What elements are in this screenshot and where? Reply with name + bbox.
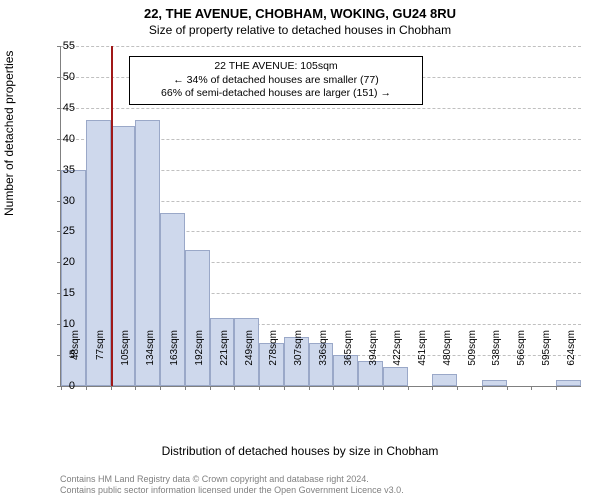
ytick-label: 50 bbox=[45, 71, 75, 83]
chart-title: 22, THE AVENUE, CHOBHAM, WOKING, GU24 8R… bbox=[0, 0, 600, 21]
xtick-mark bbox=[482, 386, 483, 390]
xtick-mark bbox=[432, 386, 433, 390]
xtick-label: 509sqm bbox=[467, 330, 478, 390]
xtick-label: 480sqm bbox=[442, 330, 453, 390]
footer: Contains HM Land Registry data © Crown c… bbox=[60, 474, 590, 496]
callout-box: 22 THE AVENUE: 105sqm ← 34% of detached … bbox=[129, 56, 423, 105]
xtick-mark bbox=[507, 386, 508, 390]
xtick-label: 422sqm bbox=[392, 330, 403, 390]
xtick-label: 307sqm bbox=[293, 330, 304, 390]
callout-line-3: 66% of semi-detached houses are larger (… bbox=[137, 87, 415, 101]
xtick-label: 163sqm bbox=[169, 330, 180, 390]
xtick-label: 451sqm bbox=[417, 330, 428, 390]
xtick-mark bbox=[556, 386, 557, 390]
xtick-mark bbox=[234, 386, 235, 390]
xtick-mark bbox=[111, 386, 112, 390]
ytick-label: 25 bbox=[45, 225, 75, 237]
xtick-label: 624sqm bbox=[566, 330, 577, 390]
xtick-mark bbox=[531, 386, 532, 390]
footer-line-2: Contains public sector information licen… bbox=[60, 485, 590, 496]
xtick-label: 566sqm bbox=[516, 330, 527, 390]
xtick-mark bbox=[333, 386, 334, 390]
ytick-label: 20 bbox=[45, 256, 75, 268]
xtick-mark bbox=[358, 386, 359, 390]
xtick-label: 365sqm bbox=[343, 330, 354, 390]
property-marker-line bbox=[111, 46, 113, 386]
xtick-mark bbox=[185, 386, 186, 390]
ytick-label: 35 bbox=[45, 164, 75, 176]
xtick-mark bbox=[284, 386, 285, 390]
xtick-label: 278sqm bbox=[268, 330, 279, 390]
ytick-label: 40 bbox=[45, 133, 75, 145]
xtick-mark bbox=[210, 386, 211, 390]
x-axis-label: Distribution of detached houses by size … bbox=[0, 444, 600, 458]
callout-line-1: 22 THE AVENUE: 105sqm bbox=[137, 60, 415, 74]
xtick-label: 336sqm bbox=[318, 330, 329, 390]
xtick-label: 134sqm bbox=[145, 330, 156, 390]
ytick-label: 0 bbox=[45, 380, 75, 392]
gridline bbox=[61, 108, 581, 109]
xtick-mark bbox=[383, 386, 384, 390]
xtick-mark bbox=[259, 386, 260, 390]
footer-line-1: Contains HM Land Registry data © Crown c… bbox=[60, 474, 590, 485]
xtick-mark bbox=[86, 386, 87, 390]
ytick-label: 45 bbox=[45, 102, 75, 114]
xtick-mark bbox=[135, 386, 136, 390]
xtick-label: 538sqm bbox=[491, 330, 502, 390]
ytick-label: 5 bbox=[45, 349, 75, 361]
xtick-mark bbox=[309, 386, 310, 390]
xtick-label: 105sqm bbox=[120, 330, 131, 390]
xtick-mark bbox=[408, 386, 409, 390]
chart-subtitle: Size of property relative to detached ho… bbox=[0, 21, 600, 41]
xtick-mark bbox=[457, 386, 458, 390]
plot-area: 22 THE AVENUE: 105sqm ← 34% of detached … bbox=[60, 46, 581, 387]
xtick-mark bbox=[160, 386, 161, 390]
callout-line-2: ← 34% of detached houses are smaller (77… bbox=[137, 74, 415, 88]
gridline bbox=[61, 46, 581, 47]
xtick-label: 595sqm bbox=[541, 330, 552, 390]
xtick-label: 249sqm bbox=[244, 330, 255, 390]
xtick-label: 77sqm bbox=[95, 330, 106, 390]
ytick-label: 30 bbox=[45, 195, 75, 207]
xtick-label: 221sqm bbox=[219, 330, 230, 390]
ytick-label: 55 bbox=[45, 40, 75, 52]
ytick-label: 10 bbox=[45, 318, 75, 330]
y-axis-label: Number of detached properties bbox=[2, 51, 16, 216]
ytick-label: 15 bbox=[45, 287, 75, 299]
xtick-label: 192sqm bbox=[194, 330, 205, 390]
xtick-label: 394sqm bbox=[368, 330, 379, 390]
chart-container: 22, THE AVENUE, CHOBHAM, WOKING, GU24 8R… bbox=[0, 0, 600, 500]
